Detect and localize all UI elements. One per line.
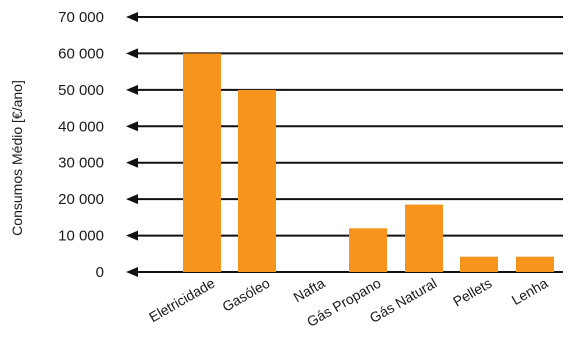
- bar: [516, 256, 554, 272]
- gridline-arrow: [126, 230, 138, 241]
- y-tick-label: 30 000: [58, 155, 104, 172]
- gridline-arrow: [126, 194, 138, 205]
- y-tick-label: 70 000: [58, 9, 104, 26]
- gridline-arrow: [126, 157, 138, 168]
- y-axis-title: Consumos Médio [€/ano]: [9, 80, 25, 236]
- x-tick-label: Lenha: [509, 275, 551, 308]
- x-tick-label: Eletricidade: [146, 275, 218, 326]
- x-tick-label: Nafta: [291, 275, 328, 306]
- gridline-arrow: [126, 48, 138, 59]
- gridline-arrow: [126, 267, 138, 277]
- bar: [405, 204, 443, 272]
- gridline-arrow: [126, 121, 138, 132]
- bar: [183, 53, 221, 272]
- y-tick-label: 0: [96, 264, 104, 281]
- y-tick-labels: 0 10 000 20 000 30 000 40 000 50 000 60 000 70 …: [58, 9, 104, 281]
- bar: [460, 256, 498, 272]
- y-tick-label: 20 000: [58, 191, 104, 208]
- bars: [183, 53, 554, 272]
- y-tick-label: 10 000: [58, 228, 104, 245]
- x-tick-label: Gasóleo: [219, 275, 272, 315]
- y-tick-label: 40 000: [58, 118, 104, 135]
- bar: [238, 89, 276, 272]
- gridline-arrow: [126, 84, 138, 95]
- x-tick-label: Pellets: [450, 275, 494, 310]
- y-tick-label: 50 000: [58, 82, 104, 99]
- y-tick-label: 60 000: [58, 45, 104, 62]
- gridline-arrow: [126, 12, 138, 22]
- bar: [349, 228, 387, 272]
